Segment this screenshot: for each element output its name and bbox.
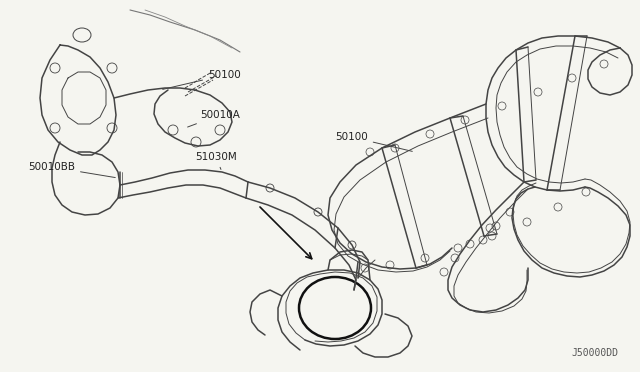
Text: 51030M: 51030M [195,152,237,169]
Text: 50100: 50100 [335,132,412,151]
Text: 50010A: 50010A [188,110,240,127]
Text: 50100: 50100 [163,70,241,89]
Text: 50010BB: 50010BB [28,162,115,177]
Text: J50000DD: J50000DD [571,348,618,358]
